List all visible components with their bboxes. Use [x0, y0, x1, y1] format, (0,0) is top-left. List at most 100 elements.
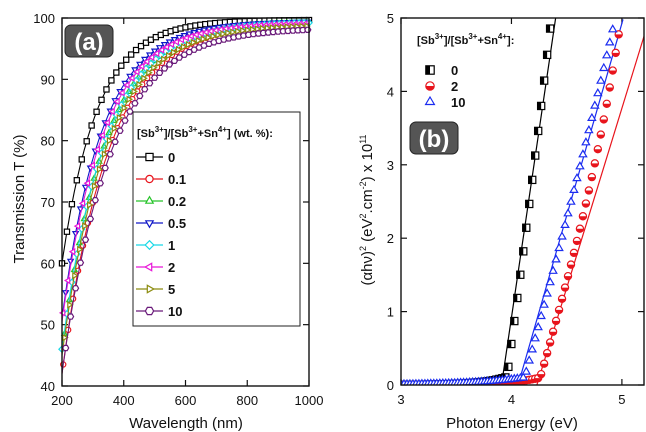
panel-a-data-point	[91, 182, 99, 190]
panel-a-legend-marker	[144, 306, 155, 316]
panel-b-label-badge: (b)	[409, 121, 459, 155]
panel-a-legend-title: [Sb3+]/[Sb3++Sn4+] (wt. %):	[137, 125, 273, 140]
panel-a-legend-label: 2	[168, 260, 175, 275]
panel-b-data-point	[536, 101, 546, 111]
panel-a-data-point	[284, 27, 292, 35]
panel-b-y-tick-label: 0	[387, 378, 394, 393]
panel-a-data-point	[259, 29, 267, 37]
panel-a-data-point	[62, 344, 70, 352]
panel-b-data-point	[545, 24, 555, 33]
panel-a-data-point	[147, 53, 155, 62]
panel-a-data-point	[136, 80, 143, 89]
panel-b-data-point	[542, 50, 552, 60]
panel-a-series-0	[58, 16, 313, 267]
panel-b-data-point	[569, 248, 579, 258]
panel-a-data-point	[250, 25, 257, 34]
panel-a-x-tick-label: 600	[175, 393, 197, 408]
panel-b-series-10	[401, 24, 618, 385]
panel-b-legend-label: 10	[451, 95, 465, 110]
panel-b-data-point	[522, 223, 531, 232]
panel-a-data-point	[230, 28, 237, 36]
panel-b-legend-marker	[425, 81, 435, 91]
panel-a-data-point	[67, 313, 75, 320]
panel-b-legend-item-2: 2	[425, 79, 458, 94]
panel-b-data-point	[518, 372, 529, 381]
panel-b-legend-item-0: 0	[425, 63, 458, 78]
panel-a-data-point	[180, 43, 188, 51]
panel-a-data-point	[192, 30, 199, 39]
panel-a-data-point	[165, 61, 174, 68]
panel-a-data-point	[142, 57, 150, 66]
panel-a-legend-label: 10	[168, 304, 182, 319]
panel-a-legend-label: 0.2	[168, 194, 186, 209]
panel-a-legend-label: 0.1	[168, 172, 186, 187]
panel-a-data-point	[172, 38, 179, 46]
panel-b-x-axis-label: Photon Energy (eV)	[446, 415, 578, 432]
panel-b-y-tick-label: 1	[387, 305, 394, 320]
panel-b-data-point	[551, 316, 561, 326]
panel-b-data-point	[539, 359, 549, 368]
panel-a-data-point	[175, 34, 184, 42]
panel-a-legend: [Sb3+]/[Sb3++Sn4+] (wt. %): 0 0.1 0.2 0.5 1 2…	[132, 111, 301, 327]
panel-b-data-point	[527, 344, 538, 353]
panel-b-data-point	[545, 338, 555, 347]
panel-a-legend-item-5: 5	[136, 282, 175, 297]
panel-b-data-point	[581, 199, 591, 208]
panel-a-data-point	[73, 177, 81, 184]
panel-a-data-point	[304, 26, 312, 34]
panel-a-legend-marker	[145, 174, 154, 184]
panel-a-data-point	[161, 55, 168, 63]
panel-b-data-point	[569, 184, 579, 193]
panel-b-data-point	[575, 224, 585, 233]
panel-a-y-tick-label: 40	[41, 379, 55, 394]
panel-b-data-point	[528, 175, 537, 185]
panel-b-data-point	[531, 151, 540, 160]
panel-b-fit-line-2	[536, 36, 644, 385]
panel-b-x-tick-label: 5	[618, 392, 625, 407]
panel-a-data-point	[86, 215, 95, 223]
panel-b-data-point	[524, 355, 535, 364]
panel-b-data-point	[551, 254, 561, 263]
panel-a-data-point	[88, 161, 96, 170]
panel-a-legend-item-2: 2	[136, 260, 175, 275]
panel-b-data-point	[596, 75, 606, 84]
panel-a-data-point	[116, 127, 124, 134]
panel-a-legend-marker	[144, 220, 155, 229]
panel-a-data-point	[155, 45, 164, 52]
panel-a-data-point	[269, 28, 277, 36]
panel-b-data-point	[504, 362, 513, 372]
panel-b-y-tick-label: 4	[387, 84, 394, 99]
panel-a-data-point	[197, 29, 204, 38]
panel-b-data-point	[557, 231, 567, 240]
panel-b-y-tick-label: 5	[387, 11, 394, 26]
panel-b-data-point	[605, 83, 614, 92]
panel-a-data-point	[225, 29, 232, 37]
panel-a-data-point	[131, 100, 139, 107]
panel-a-data-point	[132, 46, 140, 54]
panel-a-data-point	[180, 32, 189, 40]
panel-a-label-badge: (a)	[64, 24, 114, 58]
panel-b-data-point	[548, 327, 558, 336]
panel-a-data-point	[93, 145, 101, 154]
panel-a-data-point	[244, 31, 253, 39]
panel-a-data-point	[294, 27, 302, 34]
panel-b-y-tick-label: 2	[387, 231, 394, 246]
panel-a-data-point	[274, 28, 282, 35]
panel-b-data-point	[572, 173, 582, 182]
panel-b-data-point	[590, 100, 600, 109]
panel-a-data-point	[157, 46, 165, 54]
panel-b-data-point	[510, 316, 519, 326]
panel-b-data-point	[575, 161, 585, 170]
panel-a-data-point	[165, 39, 174, 46]
panel-a-legend-label: 1	[168, 238, 175, 253]
panel-a-legend-label: 0.5	[168, 216, 186, 231]
panel-a-legend-label: 5	[168, 282, 175, 297]
panel-a-legend-item-0.5: 0.5	[136, 216, 186, 231]
panel-a-x-tick-label: 1000	[295, 393, 324, 408]
panel-a-data-point	[111, 138, 119, 145]
panel-a-data-point	[128, 74, 135, 82]
panel-b-data-point	[604, 37, 615, 46]
